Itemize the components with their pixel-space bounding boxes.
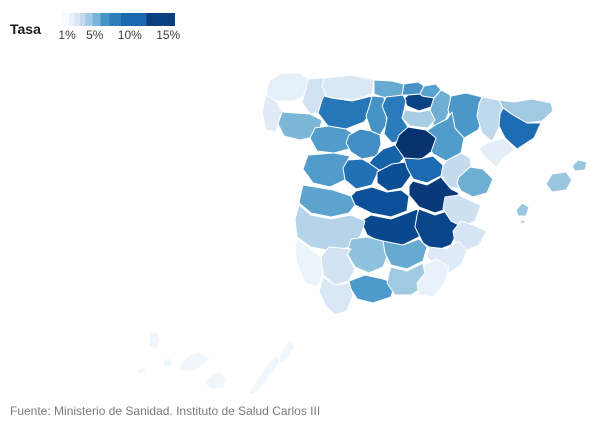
legend-tick-label: 10%: [117, 28, 142, 42]
province-illes-balears-mallorca[interactable]: [545, 171, 573, 193]
province-huelva[interactable]: [294, 238, 324, 288]
province-illes-balears-menorca[interactable]: [571, 159, 588, 172]
province-valladolid[interactable]: [345, 128, 382, 160]
province-almeria[interactable]: [416, 258, 450, 298]
province-barcelona[interactable]: [498, 107, 542, 150]
province-madrid[interactable]: [376, 161, 413, 192]
legend-tick-label: 1%: [58, 28, 76, 42]
province-pontevedra[interactable]: [261, 94, 283, 133]
legend-tick-label: 5%: [86, 28, 104, 42]
province-ourense[interactable]: [277, 111, 323, 141]
province-malaga[interactable]: [348, 274, 396, 304]
province-a-coruna[interactable]: [265, 72, 309, 102]
province-las-palmas-lanzarote[interactable]: [278, 339, 295, 364]
province-cadiz[interactable]: [318, 276, 354, 316]
province-salamanca[interactable]: [302, 152, 351, 188]
province-zamora[interactable]: [309, 125, 353, 154]
province-jaen[interactable]: [382, 238, 428, 270]
province-valencia[interactable]: [442, 194, 482, 228]
source-attribution: Fuente: Ministerio de Sanidad. Instituto…: [10, 404, 321, 418]
legend-tick-label: 15%: [156, 28, 181, 42]
legend-tick-labels: 1% 5% 10% 15%: [58, 28, 180, 44]
legend: Tasa 1% 5% 10% 15%: [0, 0, 260, 50]
province-guadalajara[interactable]: [403, 155, 444, 184]
province-illes-balears-formentera[interactable]: [518, 219, 527, 225]
provinces-layer: [136, 72, 588, 396]
province-tenerife-la-palma[interactable]: [148, 330, 161, 351]
province-leon[interactable]: [317, 95, 375, 130]
province-tenerife-la-gomera[interactable]: [162, 357, 173, 368]
legend-gradient-bar: [62, 13, 175, 26]
province-illes-balears-ibiza[interactable]: [515, 202, 530, 217]
province-toledo[interactable]: [350, 186, 410, 218]
province-tenerife-tenerife[interactable]: [177, 351, 211, 373]
province-cordoba[interactable]: [346, 236, 390, 274]
province-castellon[interactable]: [456, 166, 494, 198]
province-las-palmas-fuerteventura[interactable]: [248, 354, 280, 396]
province-tenerife-el-hierro[interactable]: [136, 366, 147, 375]
province-caceres[interactable]: [298, 184, 356, 218]
province-las-palmas-gran-canaria[interactable]: [204, 371, 228, 390]
province-ciudad-real[interactable]: [360, 208, 424, 246]
province-asturias[interactable]: [321, 74, 375, 101]
province-tarragona[interactable]: [478, 137, 516, 168]
legend-title: Tasa: [10, 21, 41, 37]
